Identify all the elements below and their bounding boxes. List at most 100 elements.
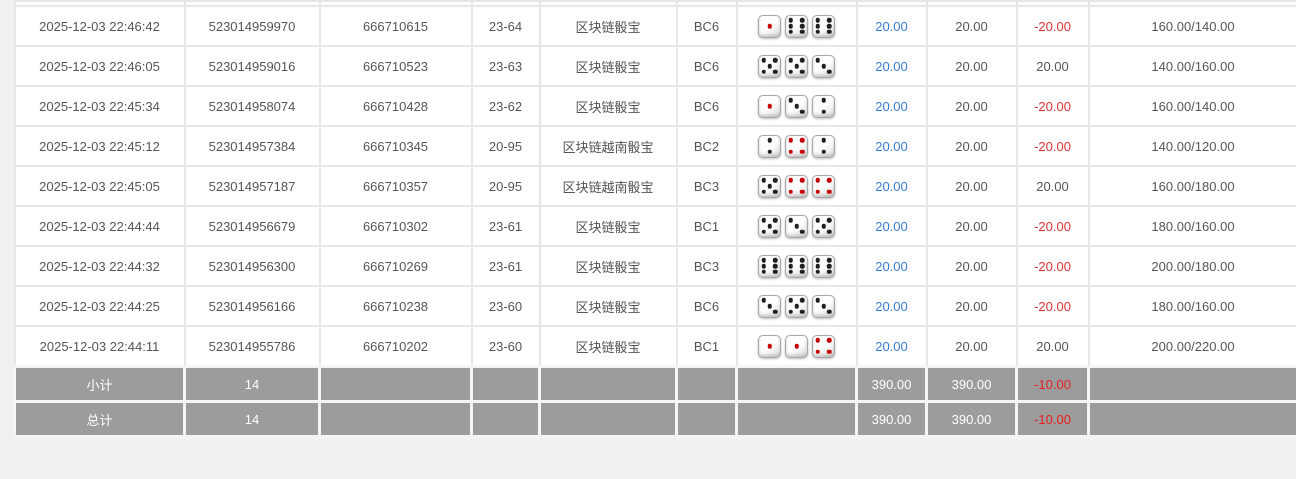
subtotal-empty-cell bbox=[538, 365, 678, 403]
cell-bet-amount: 20.00 bbox=[855, 45, 928, 87]
cell-win-loss: -20.00 bbox=[1015, 285, 1090, 327]
cell-bet-time: 2025-12-03 22:44:44 bbox=[13, 205, 186, 247]
total-row: 总计 14 390.00 390.00 -10.00 bbox=[13, 400, 1296, 438]
cell-dice-result bbox=[735, 285, 858, 327]
cell-game-name: 区块链骰宝 bbox=[538, 205, 678, 247]
cell-bet-id: 523014956166 bbox=[183, 285, 321, 327]
partial-row-top bbox=[13, 0, 1296, 7]
cell-dice-result bbox=[735, 5, 858, 47]
subtotal-empty-cell bbox=[735, 365, 858, 403]
cell-bet-type: BC3 bbox=[675, 245, 738, 287]
subtotal-empty-cell bbox=[1087, 365, 1296, 403]
total-empty-cell bbox=[538, 400, 678, 438]
cell-dice-result bbox=[735, 85, 858, 127]
cell-dice-result bbox=[735, 245, 858, 287]
die-3-icon bbox=[785, 214, 808, 238]
cell-period: 20-95 bbox=[470, 125, 541, 167]
cell-balance: 200.00/220.00 bbox=[1087, 325, 1296, 368]
cell-game-name: 区块链骰宝 bbox=[538, 325, 678, 368]
die-1-icon bbox=[785, 334, 808, 358]
cell-dice-result bbox=[735, 325, 858, 368]
subtotal-empty-cell bbox=[470, 365, 541, 403]
total-empty-cell bbox=[1087, 400, 1296, 438]
bet-amount-link[interactable]: 20.00 bbox=[875, 178, 908, 194]
cell-win-loss: -20.00 bbox=[1015, 5, 1090, 47]
cell-period: 20-95 bbox=[470, 165, 541, 207]
cell-valid-amount: 20.00 bbox=[925, 325, 1018, 368]
cell-bet-id: 523014955786 bbox=[183, 325, 321, 368]
partial-cell bbox=[1015, 0, 1090, 7]
die-3-icon bbox=[812, 294, 835, 318]
die-4-icon bbox=[785, 174, 808, 198]
cell-win-loss: 20.00 bbox=[1015, 165, 1090, 207]
die-6-icon bbox=[785, 14, 808, 38]
die-2-icon bbox=[812, 134, 835, 158]
cell-bet-type: BC6 bbox=[675, 285, 738, 327]
cell-round-id: 666710615 bbox=[318, 5, 473, 47]
cell-balance: 160.00/140.00 bbox=[1087, 5, 1296, 47]
cell-bet-time: 2025-12-03 22:46:42 bbox=[13, 5, 186, 47]
cell-win-loss: -20.00 bbox=[1015, 245, 1090, 287]
cell-period: 23-61 bbox=[470, 205, 541, 247]
total-winloss-total: -10.00 bbox=[1015, 400, 1090, 438]
table-row: 2025-12-03 22:44:32 523014956300 666710269… bbox=[13, 245, 1296, 287]
cell-bet-id: 523014959016 bbox=[183, 45, 321, 87]
cell-bet-amount: 20.00 bbox=[855, 325, 928, 368]
bet-amount-link[interactable]: 20.00 bbox=[875, 298, 908, 314]
die-6-icon bbox=[812, 254, 835, 278]
cell-dice-result bbox=[735, 45, 858, 87]
die-3-icon bbox=[758, 294, 781, 318]
bet-amount-link[interactable]: 20.00 bbox=[875, 338, 908, 354]
cell-bet-id: 523014956300 bbox=[183, 245, 321, 287]
die-4-icon bbox=[812, 174, 835, 198]
bet-amount-link[interactable]: 20.00 bbox=[875, 98, 908, 114]
bet-records-table: 2025-12-03 22:46:42 523014959970 666710615… bbox=[13, 0, 1296, 438]
die-5-icon bbox=[758, 214, 781, 238]
cell-game-name: 区块链骰宝 bbox=[538, 85, 678, 127]
bet-amount-link[interactable]: 20.00 bbox=[875, 18, 908, 34]
summary-body: 小计 14 390.00 390.00 -10.00 总计 14 390.00 … bbox=[13, 365, 1296, 438]
bet-amount-link[interactable]: 20.00 bbox=[875, 218, 908, 234]
cell-bet-id: 523014958074 bbox=[183, 85, 321, 127]
cell-valid-amount: 20.00 bbox=[925, 125, 1018, 167]
partial-cell bbox=[675, 0, 738, 7]
subtotal-empty-cell bbox=[318, 365, 473, 403]
partial-cell bbox=[925, 0, 1018, 7]
cell-bet-amount: 20.00 bbox=[855, 125, 928, 167]
cell-bet-time: 2025-12-03 22:45:34 bbox=[13, 85, 186, 127]
cell-bet-amount: 20.00 bbox=[855, 85, 928, 127]
die-5-icon bbox=[785, 294, 808, 318]
cell-bet-id: 523014956679 bbox=[183, 205, 321, 247]
cell-dice-result bbox=[735, 125, 858, 167]
bet-amount-link[interactable]: 20.00 bbox=[875, 258, 908, 274]
partial-cell bbox=[183, 0, 321, 7]
cell-game-name: 区块链骰宝 bbox=[538, 45, 678, 87]
partial-cell bbox=[13, 0, 186, 7]
bet-amount-link[interactable]: 20.00 bbox=[875, 138, 908, 154]
partial-cell bbox=[538, 0, 678, 7]
cell-bet-type: BC2 bbox=[675, 125, 738, 167]
subtotal-row: 小计 14 390.00 390.00 -10.00 bbox=[13, 365, 1296, 403]
bet-amount-link[interactable]: 20.00 bbox=[875, 58, 908, 74]
cell-round-id: 666710238 bbox=[318, 285, 473, 327]
cell-bet-time: 2025-12-03 22:46:05 bbox=[13, 45, 186, 87]
cell-bet-time: 2025-12-03 22:44:11 bbox=[13, 325, 186, 368]
cell-round-id: 666710202 bbox=[318, 325, 473, 368]
total-empty-cell bbox=[318, 400, 473, 438]
table-row: 2025-12-03 22:45:12 523014957384 666710345… bbox=[13, 125, 1296, 167]
cell-bet-time: 2025-12-03 22:45:05 bbox=[13, 165, 186, 207]
cell-bet-type: BC6 bbox=[675, 5, 738, 47]
cell-period: 23-60 bbox=[470, 285, 541, 327]
cell-bet-type: BC6 bbox=[675, 45, 738, 87]
cell-bet-time: 2025-12-03 22:44:25 bbox=[13, 285, 186, 327]
die-1-icon bbox=[758, 14, 781, 38]
table-row: 2025-12-03 22:45:05 523014957187 666710357… bbox=[13, 165, 1296, 207]
cell-game-name: 区块链骰宝 bbox=[538, 5, 678, 47]
cell-balance: 160.00/140.00 bbox=[1087, 85, 1296, 127]
cell-period: 23-63 bbox=[470, 45, 541, 87]
die-2-icon bbox=[758, 134, 781, 158]
cell-round-id: 666710523 bbox=[318, 45, 473, 87]
die-1-icon bbox=[758, 94, 781, 118]
die-5-icon bbox=[785, 54, 808, 78]
subtotal-bet-total: 390.00 bbox=[855, 365, 928, 403]
